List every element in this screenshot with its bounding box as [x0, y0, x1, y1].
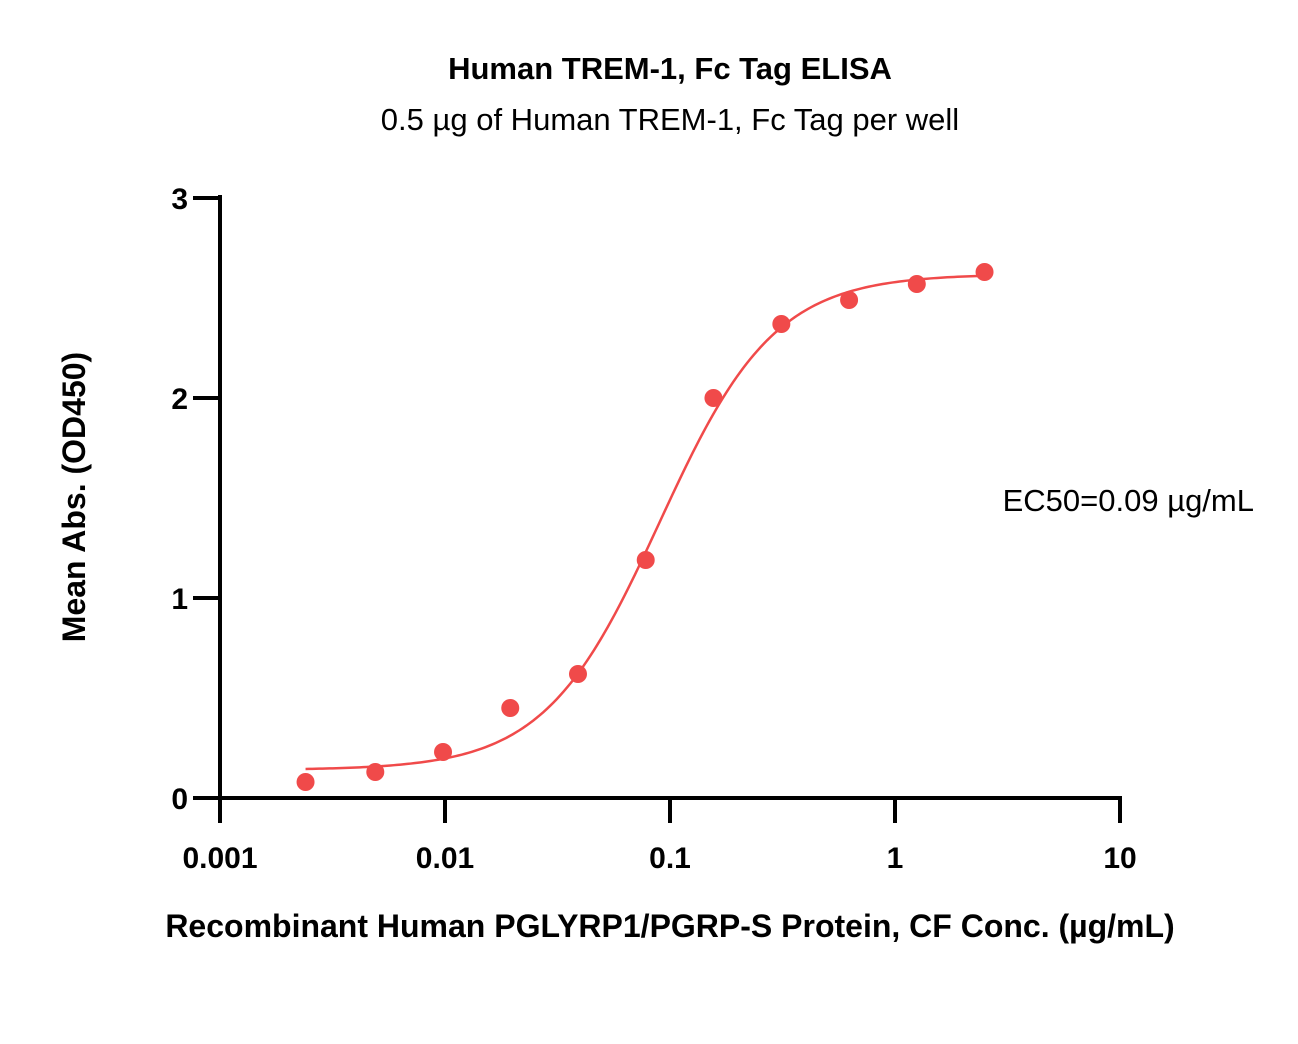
data-points: [296, 263, 994, 791]
data-point: [704, 389, 723, 407]
chart-title: Human TREM-1, Fc Tag ELISA: [448, 51, 892, 86]
data-point: [568, 665, 587, 683]
data-point: [772, 315, 791, 333]
data-point: [501, 699, 520, 717]
x-tick-label: 0.01: [416, 842, 474, 875]
x-tick-label: 10: [1103, 842, 1136, 875]
data-point: [296, 773, 315, 791]
x-tick-label: 0.001: [182, 842, 257, 875]
data-point: [366, 763, 385, 781]
ec50-annotation: EC50=0.09 µg/mL: [1003, 483, 1254, 518]
x-axis-title: Recombinant Human PGLYRP1/PGRP-S Protein…: [165, 908, 1174, 944]
x-tick-label: 0.1: [649, 842, 691, 875]
y-axis-title: Mean Abs. (OD450): [56, 352, 92, 642]
y-ticks: 0 1 2 3: [171, 183, 220, 816]
y-tick-label: 2: [171, 383, 188, 416]
y-tick-label: 1: [171, 583, 188, 616]
fit-curve: [305, 274, 985, 771]
data-point: [907, 275, 926, 293]
y-tick-label: 0: [171, 783, 188, 816]
data-point: [636, 551, 655, 569]
x-ticks: 0.001 0.01 0.1 1 10: [182, 798, 1137, 875]
y-tick-label: 3: [171, 183, 188, 216]
chart-subtitle: 0.5 µg of Human TREM-1, Fc Tag per well: [381, 102, 959, 137]
data-point: [975, 263, 994, 281]
data-point: [434, 743, 453, 761]
x-tick-label: 1: [887, 842, 904, 875]
data-point: [840, 291, 859, 309]
